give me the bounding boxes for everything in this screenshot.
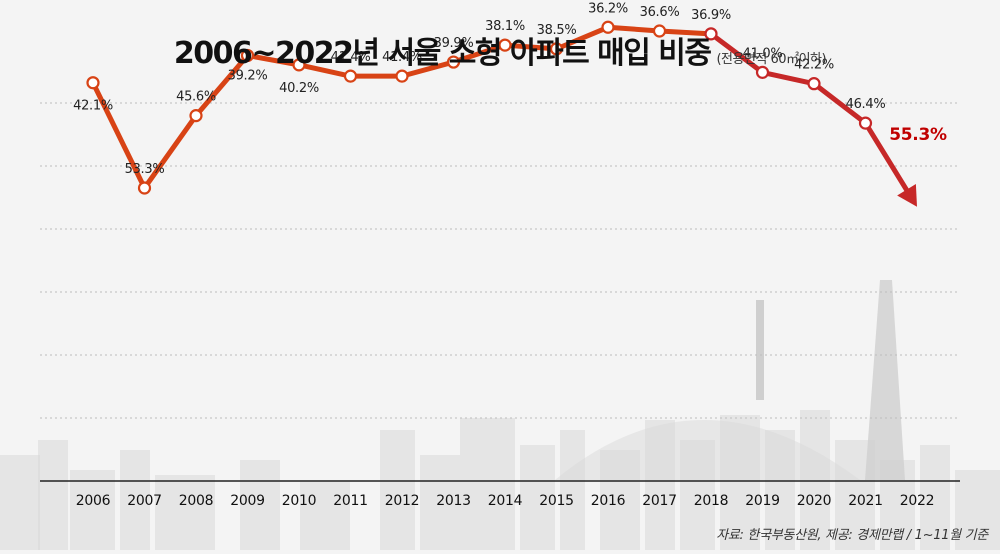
data-label-2022: 55.3% <box>889 125 947 145</box>
line-segment <box>708 31 765 75</box>
data-point-2016 <box>601 20 615 34</box>
data-label-2017: 36.6% <box>640 5 680 20</box>
data-point-2006 <box>86 76 100 90</box>
data-label-2016: 36.2% <box>588 1 628 16</box>
x-tick-label-2013: 2013 <box>436 493 470 509</box>
data-label-2015: 38.5% <box>537 23 577 38</box>
skyline-building <box>0 455 40 550</box>
line-segment <box>502 42 559 52</box>
line-segment <box>657 28 714 37</box>
skyline-mountain <box>555 420 860 480</box>
data-point-2011 <box>343 69 358 83</box>
x-tick-label-2011: 2011 <box>333 493 367 509</box>
skyline-building <box>300 480 350 550</box>
chart-subtitle: (전용면적 60㎡이하) <box>716 52 827 67</box>
data-label-2007: 53.3% <box>125 162 165 177</box>
data-label-2018: 36.9% <box>691 8 731 23</box>
data-point-2010 <box>292 58 306 72</box>
data-label-2011: 41.4% <box>331 50 371 65</box>
line-segment <box>193 52 250 119</box>
line-segment <box>142 113 199 191</box>
skyline-building <box>420 455 460 550</box>
line-segment <box>863 120 913 198</box>
arrow-head-icon <box>897 184 917 207</box>
x-tick-label-2010: 2010 <box>282 493 316 509</box>
x-tick-label-2006: 2006 <box>76 493 111 509</box>
skyline-building <box>520 445 555 550</box>
line-segment <box>245 52 302 68</box>
data-point-2020 <box>807 77 821 91</box>
line-segment <box>90 80 147 191</box>
skyline-building <box>38 440 68 550</box>
source-note: 자료: 한국부동산원, 제공: 경제만랩 / 1~11월 기준 <box>716 528 988 543</box>
data-label-2006: 42.1% <box>73 99 113 114</box>
line-segment <box>811 81 868 126</box>
line-segment <box>605 24 662 34</box>
data-label-2012: 41.4% <box>382 50 422 65</box>
skyline-building <box>920 445 950 550</box>
data-point-2009 <box>240 48 255 63</box>
data-point-2015 <box>549 42 564 56</box>
skyline-building <box>240 460 280 550</box>
chart-title-block: 2006~2022년 서울 소형 아파트 매입 비중 (전용면적 60㎡이하) <box>0 28 1000 72</box>
x-tick-label-2022: 2022 <box>900 493 934 509</box>
data-label-2008: 45.6% <box>176 90 216 105</box>
data-points <box>86 20 873 195</box>
x-tick-label-2015: 2015 <box>539 493 573 509</box>
data-label-2019: 41.0% <box>743 46 783 61</box>
data-labels: 42.1% 53.3% 45.6% 39.2% 40.2% 41.4% 41.4% 39.9%… <box>73 1 947 177</box>
line-segment <box>554 24 611 52</box>
data-point-2014 <box>498 38 512 52</box>
data-label-2013: 39.9% <box>434 36 474 51</box>
x-tick-label-2021: 2021 <box>848 493 882 509</box>
x-tick-label-2007: 2007 <box>127 493 161 509</box>
data-label-2021: 46.4% <box>846 97 886 112</box>
data-point-2012 <box>395 69 409 83</box>
data-point-2017 <box>652 24 667 38</box>
x-tick-label-2019: 2019 <box>745 493 779 509</box>
skyline-building <box>155 475 215 550</box>
x-tick-label-2020: 2020 <box>797 493 831 509</box>
data-label-2020: 42.2% <box>794 58 834 73</box>
city-skyline-background <box>0 280 1000 550</box>
x-tick-labels: 2006 2007 2008 2009 2010 2011 2012 2013 2014 2015… <box>76 493 935 509</box>
skyline-building <box>955 470 1000 550</box>
x-tick-label-2016: 2016 <box>591 493 626 509</box>
skyline-tower <box>756 300 764 400</box>
line-segment <box>760 69 817 87</box>
data-point-2021 <box>858 116 873 130</box>
chart-title: 2006~2022년 서울 소형 아파트 매입 비중 <box>173 36 712 71</box>
x-tick-label-2009: 2009 <box>230 493 264 509</box>
x-tick-label-2017: 2017 <box>642 493 676 509</box>
x-tick-label-2008: 2008 <box>179 493 213 509</box>
data-point-2008 <box>189 109 203 123</box>
skyline-building <box>120 450 150 550</box>
data-point-2019 <box>755 65 770 79</box>
line-segment <box>451 42 508 65</box>
data-point-2018 <box>704 27 718 41</box>
data-label-2014: 38.1% <box>485 19 525 34</box>
skyline-building <box>380 430 415 550</box>
data-point-2007 <box>137 181 152 195</box>
skyline-building <box>560 430 585 550</box>
skyline-building <box>70 470 115 550</box>
line-segment <box>296 62 353 79</box>
skyline-skyscraper <box>865 280 905 480</box>
line-segment <box>399 59 456 79</box>
gridlines <box>40 102 960 419</box>
x-tick-label-2018: 2018 <box>694 493 728 509</box>
data-label-2009: 39.2% <box>228 68 268 83</box>
x-tick-label-2012: 2012 <box>385 493 419 509</box>
series-line-group <box>90 24 917 207</box>
data-point-2013 <box>446 55 461 69</box>
skyline-building <box>460 418 515 550</box>
x-tick-label-2014: 2014 <box>488 493 523 509</box>
data-label-2010: 40.2% <box>279 81 319 96</box>
